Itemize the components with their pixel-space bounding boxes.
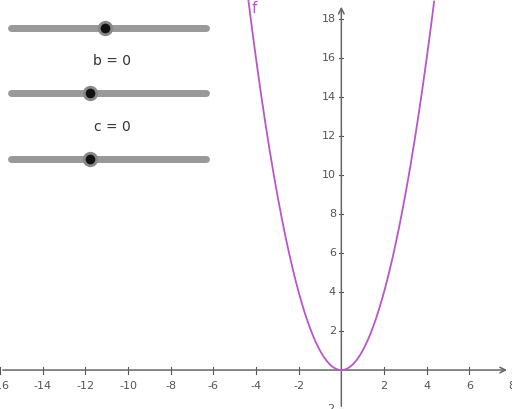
Text: 8: 8: [329, 209, 336, 219]
Text: -10: -10: [119, 381, 137, 391]
Text: -14: -14: [34, 381, 52, 391]
Text: 6: 6: [466, 381, 473, 391]
Text: -8: -8: [165, 381, 176, 391]
Text: 12: 12: [322, 131, 336, 142]
Text: -4: -4: [250, 381, 262, 391]
Text: 16: 16: [322, 54, 336, 63]
Text: -2: -2: [325, 404, 336, 409]
Text: a = 1: a = 1: [93, 0, 131, 3]
Text: f: f: [252, 0, 257, 16]
Text: -6: -6: [208, 381, 219, 391]
Text: 8: 8: [508, 381, 512, 391]
Text: 14: 14: [322, 92, 336, 102]
Text: 6: 6: [329, 248, 336, 258]
Text: 2: 2: [380, 381, 388, 391]
Text: 10: 10: [322, 170, 336, 180]
Text: c = 0: c = 0: [94, 119, 131, 134]
Text: -12: -12: [76, 381, 94, 391]
Text: 18: 18: [322, 14, 336, 25]
Text: 2: 2: [329, 326, 336, 336]
Text: 4: 4: [329, 287, 336, 297]
Text: 4: 4: [423, 381, 430, 391]
Text: b = 0: b = 0: [93, 54, 131, 68]
Text: -16: -16: [0, 381, 9, 391]
Text: -2: -2: [293, 381, 304, 391]
